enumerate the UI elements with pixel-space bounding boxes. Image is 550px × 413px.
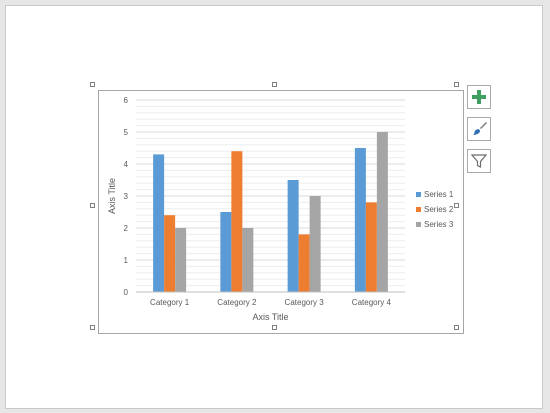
legend-swatch [416,222,421,227]
clustered-column-chart[interactable]: 0 1 2 3 4 5 6 Category 1 Category 2 Category 3 Cat… [99,91,463,333]
bar [354,148,366,292]
bar [309,196,321,292]
y-tick-label: 0 [124,288,129,297]
chart-styles-button[interactable] [467,117,491,141]
chart-filters-button[interactable] [467,149,491,173]
chart-elements-button[interactable] [467,85,491,109]
resize-handle-bottom[interactable] [272,325,277,330]
bar [220,212,232,292]
resize-handle-left[interactable] [90,203,95,208]
x-tick-label: Category 2 [217,298,257,307]
resize-handle-right[interactable] [454,203,459,208]
y-tick-label: 6 [124,96,129,105]
legend-label: Series 3 [424,220,454,229]
plus-icon [472,90,486,104]
slide-canvas: 0 1 2 3 4 5 6 Category 1 Category 2 Category 3 Cat… [5,5,543,409]
bar [164,215,176,292]
resize-handle-bottom-left[interactable] [90,325,95,330]
x-tick-label: Category 1 [150,298,190,307]
resize-handle-bottom-right[interactable] [454,325,459,330]
x-axis-title: Axis Title [252,312,288,322]
x-tick-label: Category 4 [352,298,392,307]
resize-handle-top[interactable] [272,82,277,87]
bar [376,132,388,292]
legend-swatch [416,207,421,212]
resize-handle-top-left[interactable] [90,82,95,87]
legend-label: Series 2 [424,205,454,214]
resize-handle-top-right[interactable] [454,82,459,87]
bar [365,202,377,292]
y-tick-label: 5 [124,128,129,137]
bar [231,151,243,292]
bar [153,154,165,292]
paintbrush-icon [473,122,487,135]
legend-label: Series 1 [424,190,454,199]
bar [287,180,299,292]
x-tick-label: Category 3 [285,298,325,307]
bar [242,228,254,292]
chart-area[interactable]: 0 1 2 3 4 5 6 Category 1 Category 2 Category 3 Cat… [98,90,464,334]
bar [298,234,310,292]
funnel-icon [471,154,487,168]
y-tick-label: 4 [124,160,129,169]
legend-swatch [416,192,421,197]
y-axis-title: Axis Title [107,178,117,214]
y-tick-label: 2 [124,224,129,233]
y-tick-label: 3 [124,192,129,201]
y-tick-label: 1 [124,256,129,265]
bar [175,228,187,292]
